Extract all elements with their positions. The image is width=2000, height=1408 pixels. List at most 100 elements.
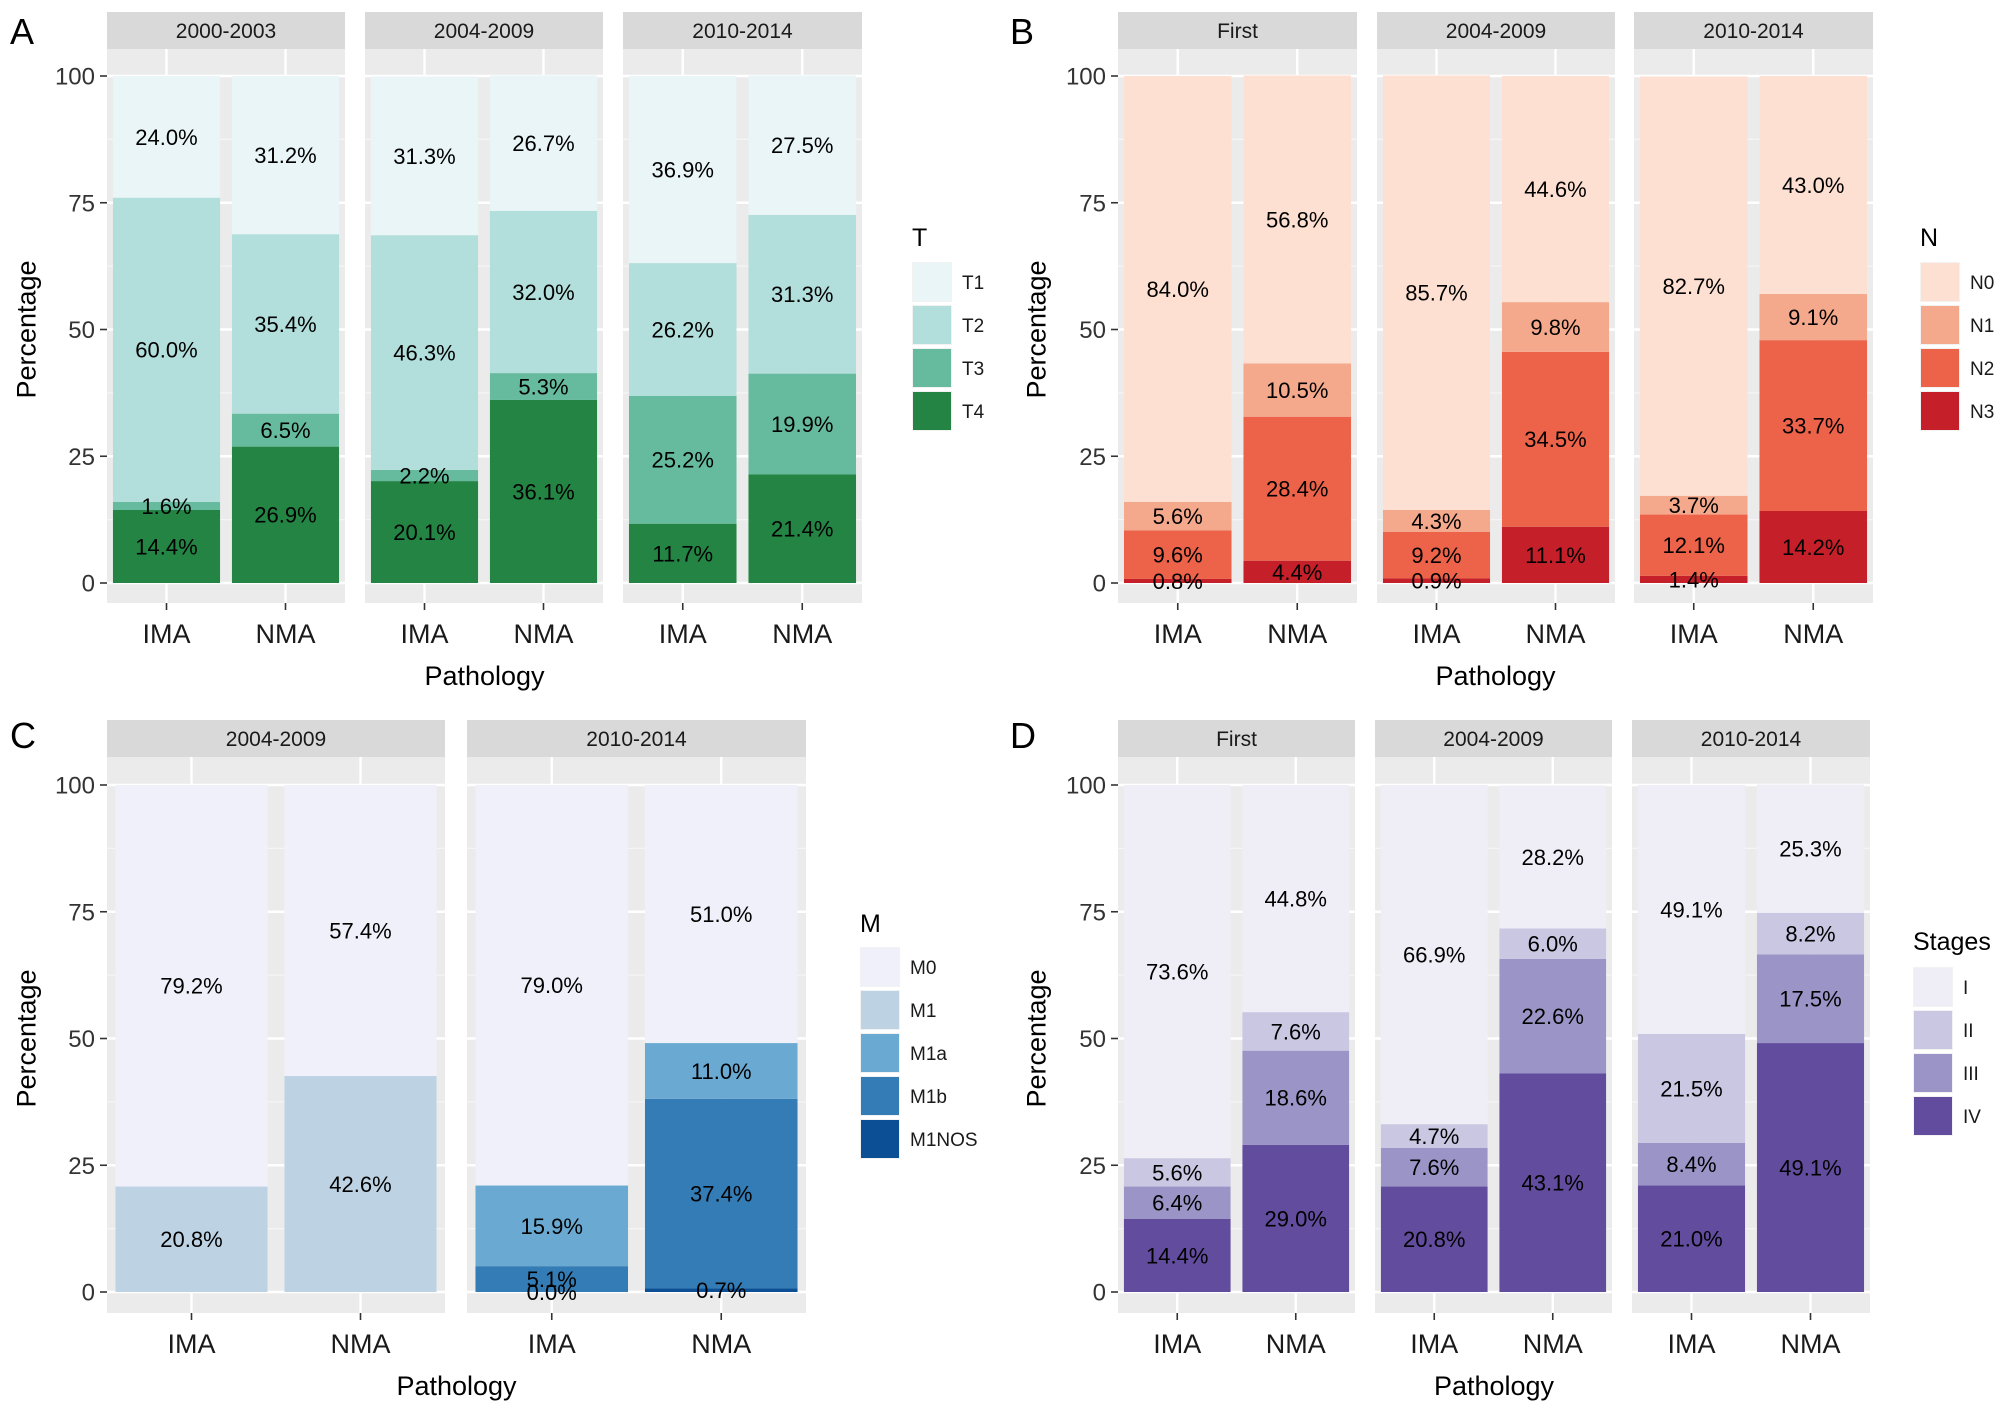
segment-label: 36.1%	[512, 479, 574, 504]
segment-label: 9.6%	[1153, 543, 1203, 568]
legend-swatch-ii	[1914, 1011, 1952, 1049]
bar-segment-t1	[231, 76, 340, 235]
segment-label: 6.5%	[260, 418, 310, 443]
bar-nma: 14.2% 33.7% 9.1% 43.0%	[1759, 76, 1868, 583]
bar-ima: 20.1% 2.2% 46.3% 31.3%	[370, 76, 479, 583]
segment-label: 14.4%	[1146, 1243, 1208, 1268]
bar-segment-t3	[231, 413, 340, 447]
facet-strip-label: 2004-2009	[226, 728, 326, 751]
bar-nma: 36.1% 5.3% 32.0% 26.7%	[489, 75, 598, 583]
y-tick-label: 50	[68, 317, 95, 344]
bar-segment-m1b	[644, 1098, 798, 1289]
facet-2: 2004-2009 0.9%9.2% 4.3% 85.7% IMA 11.1% 34.5% 9…	[1377, 12, 1615, 649]
facet-strip-label: 2010-2014	[1703, 20, 1804, 43]
segment-label: 0.0%	[527, 1280, 577, 1305]
bar-segment-i	[1499, 785, 1607, 929]
segment-label: 79.2%	[160, 974, 222, 999]
segment-label: 57.4%	[329, 918, 391, 943]
facet-1: 2000-2003 14.4% 1.6% 60.0% 24.0% IMA 26.9% 6.5%…	[107, 12, 345, 649]
bar-segment-t2	[231, 234, 340, 414]
legend-label: I	[1963, 978, 1968, 999]
bar-segment-iv	[1756, 1043, 1865, 1292]
y-tick-label: 25	[68, 1153, 95, 1180]
segment-label: 44.6%	[1524, 177, 1586, 202]
facet-strip	[623, 12, 862, 49]
legend-label: II	[1963, 1021, 1974, 1042]
bar-segment-iv	[1499, 1073, 1607, 1292]
bar-segment-m0	[115, 785, 268, 1187]
segment-label: 43.1%	[1522, 1171, 1584, 1196]
legend: N N0 N1 N2 N3	[1920, 224, 1994, 431]
y-tick-label: 25	[1079, 444, 1106, 471]
segment-label: 79.0%	[521, 973, 583, 998]
bar-segment-i	[1380, 785, 1488, 1125]
segment-label: 5.6%	[1153, 504, 1203, 529]
x-tick-label: NMA	[772, 619, 832, 649]
legend-label: T4	[962, 402, 985, 423]
facet-strip	[107, 12, 345, 49]
bar-ima: 21.0% 8.4% 21.5% 49.1%	[1637, 785, 1746, 1292]
segment-label: 21.5%	[1660, 1076, 1722, 1101]
segment-label: 85.7%	[1405, 281, 1467, 306]
bar-segment-n0	[1639, 76, 1748, 496]
y-tick-label: 0	[1093, 571, 1106, 598]
legend-swatch-n0	[1921, 263, 1959, 301]
x-tick-label: NMA	[691, 1329, 751, 1359]
bar-segment-iv	[1123, 1218, 1231, 1292]
x-tick-label: NMA	[1783, 619, 1843, 649]
bar-segment-t4	[370, 481, 479, 583]
y-tick-label: 75	[1079, 190, 1106, 217]
bar-segment-n0	[1243, 75, 1352, 364]
segment-label: 5.1%	[527, 1267, 577, 1292]
bar-ima: 14.4% 6.4% 5.6% 73.6%	[1123, 785, 1231, 1292]
bar-segment-iii	[1123, 1186, 1231, 1219]
segment-label: 46.3%	[393, 340, 455, 365]
segment-label: 1.6%	[141, 494, 191, 519]
segment-label: 11.0%	[691, 1059, 752, 1084]
bar-segment-n3	[1382, 578, 1491, 583]
legend-swatch-t2	[913, 306, 951, 344]
segment-label: 35.4%	[254, 312, 316, 337]
segment-label: 1.4%	[1669, 567, 1719, 592]
facet-1: First 0.8%9.6% 5.6% 84.0% IMA 4.4% 28.4% 10.5% 5…	[1118, 12, 1357, 649]
legend-swatch-m0	[861, 948, 899, 986]
segment-label: 17.5%	[1779, 987, 1841, 1012]
facet-strip-label: 2004-2009	[1443, 728, 1543, 751]
segment-label: 11.7%	[652, 541, 713, 566]
segment-label: 31.3%	[771, 282, 833, 307]
y-tick-label: 100	[1066, 773, 1106, 800]
facet-strip-label: 2000-2003	[176, 20, 276, 43]
segment-label: 21.4%	[771, 517, 833, 542]
facet-strip	[107, 720, 445, 757]
legend: M M0 M1 M1a M1b M1NOS	[860, 910, 978, 1159]
segment-label: 28.4%	[1266, 477, 1328, 502]
bar-segment-t2	[748, 214, 857, 374]
bar-segment-iii	[1637, 1142, 1746, 1186]
y-tick-label: 50	[1079, 1026, 1106, 1053]
segment-label: 43.0%	[1782, 173, 1844, 198]
segment-label: 28.2%	[1522, 845, 1584, 870]
segment-label: 14.2%	[1782, 535, 1844, 560]
facet-strip	[1634, 12, 1873, 49]
bar-ima: 0.9%9.2% 4.3% 85.7%	[1382, 75, 1491, 594]
segment-label: 12.1%	[1663, 533, 1725, 558]
facet-1: 2004-2009 20.8% 79.2% IMA 42.6% 57.4% NMA	[107, 720, 445, 1359]
segment-label: 34.5%	[1524, 427, 1586, 452]
chart-panel-d: D Percentage 0 25 50 75 100 First 14.4% 6.4% 5.6% 7…	[1010, 715, 1991, 1401]
segment-label: 9.1%	[1788, 305, 1838, 330]
bar-segment-iv	[1380, 1186, 1488, 1292]
bar-segment-n3	[1501, 526, 1610, 583]
bar-segment-t1	[112, 76, 221, 198]
facet-strip	[365, 12, 603, 49]
legend-label: M1	[910, 1001, 936, 1022]
bar-segment-ii	[1242, 1012, 1350, 1051]
segment-label: 26.2%	[652, 317, 714, 342]
segment-label: 3.7%	[1669, 493, 1719, 518]
y-tick-label: 100	[1066, 64, 1106, 91]
y-tick-label: 50	[1079, 317, 1106, 344]
chart-panel-a: A Percentage 0 25 50 75 100 2000-2003 14.4% 1.6% 6…	[10, 11, 985, 691]
bar-segment-i	[1123, 785, 1231, 1159]
segment-label: 49.1%	[1779, 1155, 1841, 1180]
bar-nma: 0.7% 37.4% 11.0% 51.0%	[644, 785, 798, 1303]
bar-segment-ii	[1123, 1158, 1231, 1187]
